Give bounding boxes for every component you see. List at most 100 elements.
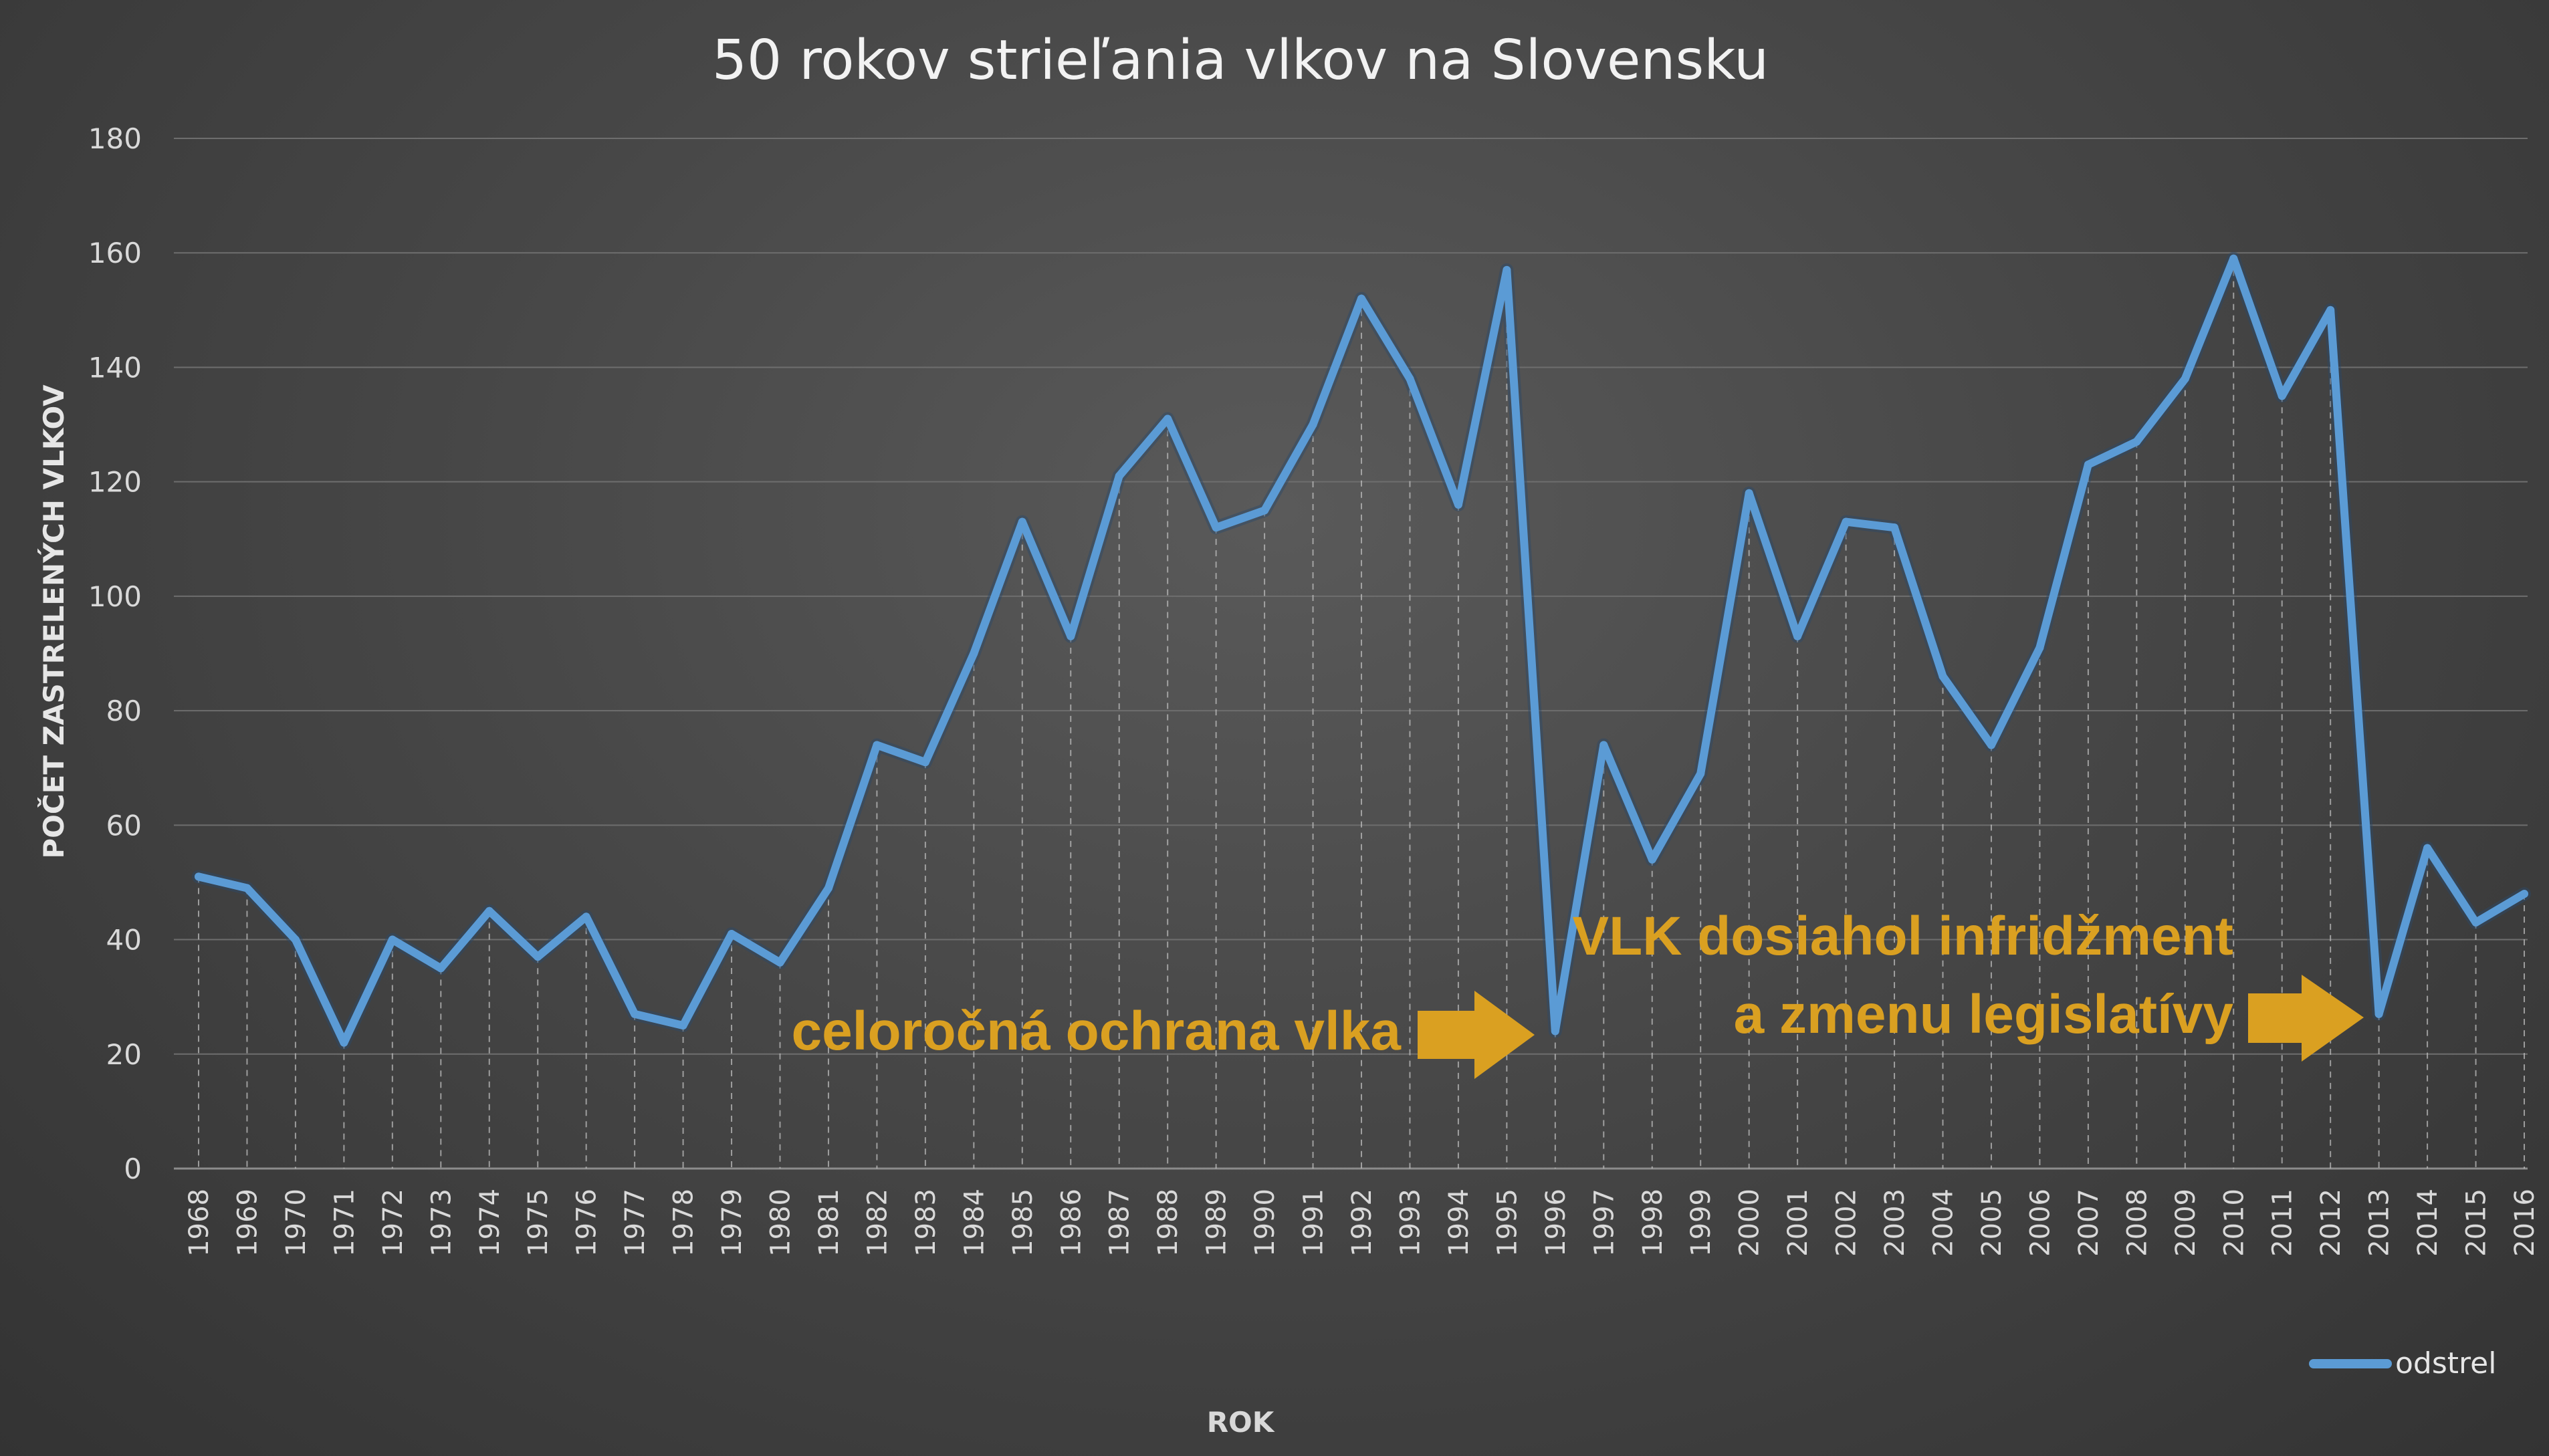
x-tick-label: 2007 xyxy=(2074,1189,2104,1257)
x-tick-label: 1975 xyxy=(523,1189,554,1257)
x-tick-label: 1972 xyxy=(378,1189,409,1257)
x-tick-label: 1999 xyxy=(1686,1189,1716,1257)
x-tick-label: 1973 xyxy=(426,1189,457,1257)
x-axis-ticks: 1968 1969 1970 1971 1972 1973 1974 1975 1976 1977… xyxy=(184,1189,2540,1257)
x-tick-label: 2001 xyxy=(1783,1189,1813,1257)
data-point xyxy=(2181,374,2189,383)
y-tick-label: 40 xyxy=(106,924,142,957)
annotations: celoročná ochrana vlka VLK dosiahol infr… xyxy=(791,906,2364,1079)
x-tick-label: 2012 xyxy=(2316,1189,2346,1257)
data-point xyxy=(2471,918,2480,927)
data-point xyxy=(1842,517,1850,526)
x-tick-label: 2015 xyxy=(2461,1189,2492,1257)
data-point xyxy=(1260,506,1269,515)
x-tick-label: 2006 xyxy=(2025,1189,2056,1257)
x-tick-label: 1986 xyxy=(1056,1189,1087,1257)
drop-lines xyxy=(198,258,2525,1169)
x-axis-label: ROK xyxy=(1207,1406,1275,1439)
data-point xyxy=(1793,632,1802,640)
data-point xyxy=(1018,517,1026,526)
data-point xyxy=(1163,414,1172,423)
x-tick-label: 1968 xyxy=(184,1189,215,1257)
x-tick-label: 1990 xyxy=(1250,1189,1281,1257)
x-tick-label: 1983 xyxy=(911,1189,941,1257)
x-tick-label: 1970 xyxy=(281,1189,312,1257)
chart-title: 50 rokov strieľania vlkov na Slovensku xyxy=(712,29,1769,92)
data-point xyxy=(195,872,203,881)
x-tick-label: 1985 xyxy=(1008,1189,1038,1257)
data-point xyxy=(2084,460,2092,469)
x-tick-label: 1995 xyxy=(1492,1189,1523,1257)
data-point xyxy=(679,1021,687,1029)
y-tick-label: 180 xyxy=(88,122,142,155)
x-tick-label: 1987 xyxy=(1105,1189,1135,1257)
x-tick-label: 2004 xyxy=(1928,1189,1959,1257)
x-tick-label: 2014 xyxy=(2413,1189,2443,1257)
x-tick-label: 1971 xyxy=(329,1189,360,1257)
data-point xyxy=(2374,1009,2383,1018)
data-point xyxy=(1454,500,1462,509)
y-tick-label: 160 xyxy=(88,237,142,269)
data-point xyxy=(970,649,978,658)
data-point xyxy=(534,953,542,961)
legend: odstrel xyxy=(2309,1346,2496,1380)
data-point xyxy=(1357,294,1365,303)
x-tick-label: 1998 xyxy=(1638,1189,1668,1257)
annotation-ochrana: celoročná ochrana vlka xyxy=(791,1001,1402,1062)
y-tick-label: 120 xyxy=(88,466,142,499)
data-point xyxy=(2520,890,2528,898)
x-tick-label: 2009 xyxy=(2171,1189,2201,1257)
x-tick-label: 1993 xyxy=(1395,1189,1426,1257)
annotation-arrow-icon xyxy=(2248,975,2364,1062)
x-tick-label: 2002 xyxy=(1832,1189,1862,1257)
data-point xyxy=(2229,254,2238,263)
x-tick-label: 2016 xyxy=(2510,1189,2540,1257)
data-point xyxy=(2035,643,2044,652)
data-point xyxy=(2278,392,2286,400)
x-tick-label: 1994 xyxy=(1444,1189,1474,1257)
data-point xyxy=(340,1038,348,1047)
data-point xyxy=(824,884,833,892)
data-point xyxy=(291,935,300,944)
y-tick-label: 80 xyxy=(106,695,142,727)
data-point xyxy=(1648,855,1656,864)
data-point xyxy=(243,884,251,892)
x-tick-label: 2013 xyxy=(2364,1189,2395,1257)
x-tick-label: 2005 xyxy=(1977,1189,2007,1257)
legend-label: odstrel xyxy=(2395,1346,2496,1380)
data-point xyxy=(2423,844,2432,852)
y-tick-label: 140 xyxy=(88,351,142,384)
y-tick-label: 20 xyxy=(106,1038,142,1071)
data-point xyxy=(437,964,445,973)
data-point xyxy=(1987,741,1995,749)
annotation-legislativa: a zmenu legislatívy xyxy=(1734,984,2234,1045)
x-tick-label: 1988 xyxy=(1153,1189,1184,1257)
x-tick-label: 1976 xyxy=(572,1189,602,1257)
x-tick-label: 1989 xyxy=(1202,1189,1232,1257)
annotation-arrow-icon xyxy=(1418,991,1535,1079)
x-tick-label: 1978 xyxy=(669,1189,699,1257)
data-point xyxy=(921,758,929,767)
x-tick-label: 2011 xyxy=(2267,1189,2298,1257)
data-point xyxy=(1696,769,1705,778)
x-tick-label: 1982 xyxy=(862,1189,893,1257)
data-point xyxy=(1938,672,1947,681)
series-group xyxy=(192,251,2531,1050)
x-tick-label: 2003 xyxy=(1880,1189,1910,1257)
x-tick-label: 2008 xyxy=(2122,1189,2152,1257)
x-tick-label: 2010 xyxy=(2219,1189,2249,1257)
x-tick-label: 1996 xyxy=(1541,1189,1571,1257)
data-point xyxy=(1503,265,1511,274)
data-point xyxy=(582,913,590,921)
gridlines xyxy=(174,138,2528,1170)
data-point xyxy=(776,958,784,967)
data-point xyxy=(631,1009,639,1018)
data-point xyxy=(485,906,493,915)
data-point xyxy=(2132,437,2141,446)
data-point xyxy=(1599,741,1608,749)
x-tick-label: 1969 xyxy=(232,1189,263,1257)
x-tick-label: 2000 xyxy=(1735,1189,1765,1257)
y-tick-label: 60 xyxy=(106,809,142,842)
data-point xyxy=(1745,489,1753,497)
x-tick-label: 1992 xyxy=(1347,1189,1377,1257)
